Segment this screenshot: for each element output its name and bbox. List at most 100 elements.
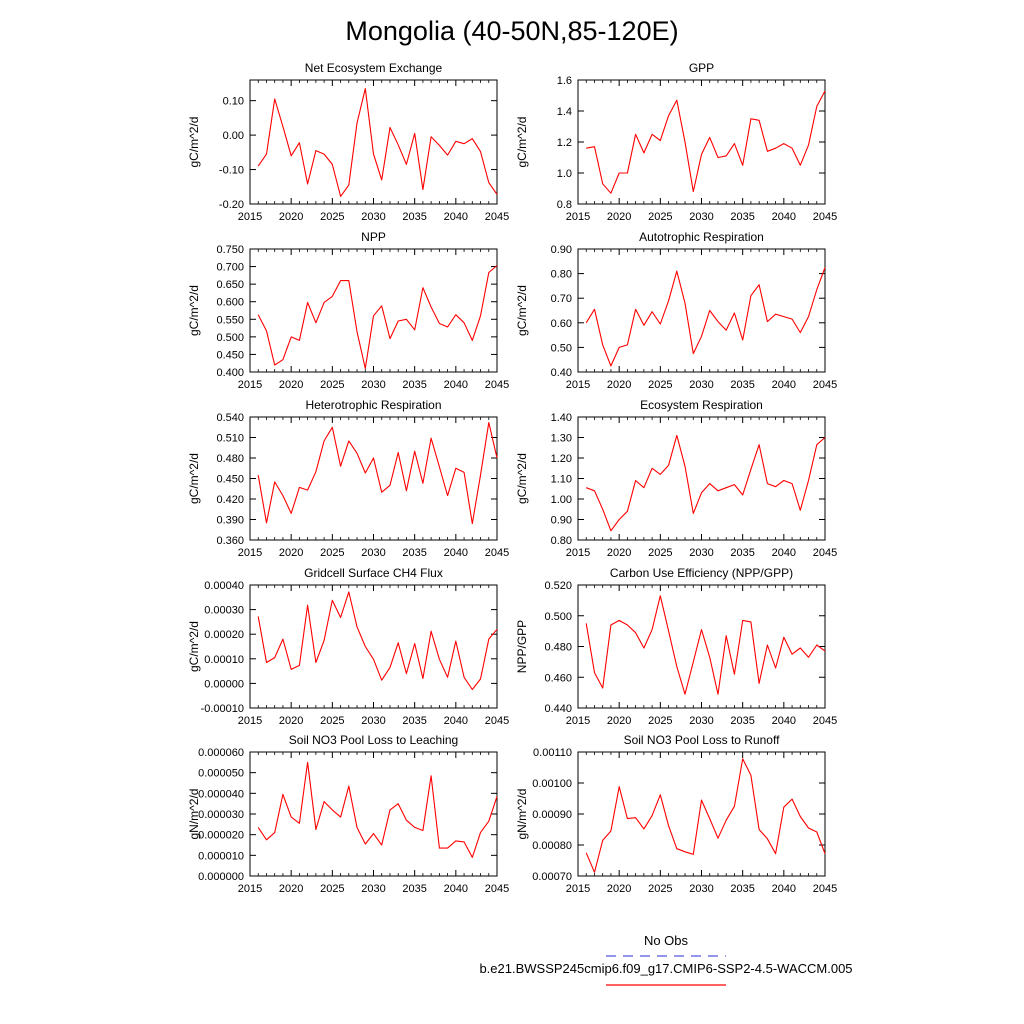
figure-title: Mongolia (40-50N,85-120E) bbox=[345, 16, 678, 46]
panel-title: Ecosystem Respiration bbox=[640, 398, 763, 412]
legend-obs-label: No Obs bbox=[644, 933, 689, 948]
y-tick-label: 0.80 bbox=[551, 269, 572, 281]
y-tick-label: 0.420 bbox=[216, 494, 244, 506]
y-tick-label: 0.00020 bbox=[204, 629, 244, 641]
x-tick-label: 2025 bbox=[648, 547, 672, 559]
x-tick-label: 2020 bbox=[607, 883, 631, 895]
y-axis-label: gC/m^2/d bbox=[187, 621, 201, 672]
y-axis-label: gC/m^2/d bbox=[187, 285, 201, 336]
x-tick-label: 2015 bbox=[238, 379, 262, 391]
y-tick-label: 0.10 bbox=[223, 96, 244, 108]
x-tick-label: 2025 bbox=[320, 211, 344, 223]
x-tick-label: 2035 bbox=[402, 211, 426, 223]
x-tick-label: 2035 bbox=[730, 379, 754, 391]
y-axis-label: gC/m^2/d bbox=[187, 117, 201, 168]
y-tick-label: 0.360 bbox=[216, 535, 244, 547]
plot-frame bbox=[249, 751, 498, 877]
panel-title: Heterotrophic Respiration bbox=[305, 398, 441, 412]
plot-frame bbox=[249, 584, 498, 709]
y-tick-label: 0.00000 bbox=[204, 678, 244, 690]
y-tick-label: 0.00110 bbox=[533, 747, 572, 759]
panels: Net Ecosystem Exchange gC/m^2/d 2015 2020 20… bbox=[187, 61, 837, 895]
plot-frame bbox=[249, 416, 498, 541]
x-tick-label: 2030 bbox=[361, 715, 385, 727]
x-tick-label: 2035 bbox=[730, 715, 754, 727]
y-tick-label: -0.20 bbox=[219, 199, 244, 211]
panel-title: Net Ecosystem Exchange bbox=[305, 61, 443, 75]
y-tick-label: 0.000030 bbox=[198, 809, 244, 821]
panel-title: Carbon Use Efficiency (NPP/GPP) bbox=[610, 566, 793, 580]
chart-panel: NPP gC/m^2/d 2015 2020 2025 2030 2035 2040 2045 0… bbox=[187, 230, 509, 391]
plot-frame bbox=[577, 79, 826, 205]
y-axis-label: NPP/GPP bbox=[515, 620, 529, 673]
x-tick-label: 2030 bbox=[689, 883, 713, 895]
x-tick-label: 2040 bbox=[444, 883, 468, 895]
y-axis-label: gN/m^2/d bbox=[187, 789, 201, 840]
x-tick-label: 2040 bbox=[444, 547, 468, 559]
x-tick-label: 2015 bbox=[566, 715, 590, 727]
y-tick-label: 0.400 bbox=[216, 367, 244, 379]
series-line bbox=[586, 90, 826, 194]
x-tick-label: 2020 bbox=[279, 211, 303, 223]
chart-panel: Ecosystem Respiration gC/m^2/d 2015 2020 202… bbox=[515, 398, 837, 559]
y-tick-label: -0.10 bbox=[219, 165, 244, 177]
x-tick-label: 2015 bbox=[566, 379, 590, 391]
y-tick-label: 0.80 bbox=[551, 535, 572, 547]
chart-panel: Net Ecosystem Exchange gC/m^2/d 2015 2020 20… bbox=[187, 61, 509, 223]
x-tick-label: 2045 bbox=[485, 883, 509, 895]
x-tick-label: 2025 bbox=[648, 379, 672, 391]
series-line bbox=[585, 595, 826, 695]
y-tick-label: 1.30 bbox=[551, 433, 572, 445]
y-tick-label: 0.00040 bbox=[204, 580, 244, 592]
plot-frame bbox=[577, 416, 826, 541]
x-tick-label: 2015 bbox=[238, 547, 262, 559]
x-tick-label: 2035 bbox=[402, 547, 426, 559]
x-tick-label: 2045 bbox=[485, 211, 509, 223]
panel-title: Autotrophic Respiration bbox=[639, 230, 764, 244]
chart-panel: Soil NO3 Pool Loss to Runoff gN/m^2/d 2015… bbox=[515, 733, 837, 895]
x-tick-label: 2035 bbox=[730, 211, 754, 223]
x-tick-label: 2040 bbox=[444, 379, 468, 391]
x-tick-label: 2020 bbox=[279, 547, 303, 559]
y-tick-label: 0.000000 bbox=[198, 871, 244, 883]
y-tick-label: 0.000040 bbox=[198, 788, 244, 800]
y-tick-label: 1.20 bbox=[551, 453, 572, 465]
series-line bbox=[257, 265, 498, 370]
plot-frame bbox=[577, 248, 826, 373]
y-tick-label: 0.520 bbox=[544, 580, 572, 592]
x-tick-label: 2030 bbox=[689, 211, 713, 223]
x-tick-label: 2030 bbox=[689, 715, 713, 727]
y-tick-label: 0.450 bbox=[216, 474, 244, 486]
panel-title: NPP bbox=[361, 230, 386, 244]
series-line bbox=[585, 267, 826, 367]
y-tick-label: 1.0 bbox=[557, 168, 572, 180]
y-tick-label: 0.90 bbox=[551, 244, 572, 256]
y-tick-label: 0.500 bbox=[216, 332, 244, 344]
x-tick-label: 2045 bbox=[813, 547, 837, 559]
y-tick-label: 1.00 bbox=[551, 494, 572, 506]
y-tick-label: 0.40 bbox=[551, 367, 572, 379]
x-tick-label: 2015 bbox=[238, 883, 262, 895]
plot-frame bbox=[249, 248, 498, 373]
panel-title: Gridcell Surface CH4 Flux bbox=[304, 566, 443, 580]
y-tick-label: 0.540 bbox=[216, 412, 244, 424]
x-tick-label: 2045 bbox=[813, 379, 837, 391]
x-tick-label: 2025 bbox=[320, 883, 344, 895]
y-axis-label: gC/m^2/d bbox=[515, 285, 529, 336]
y-tick-label: 1.2 bbox=[557, 137, 572, 149]
y-tick-label: 0.750 bbox=[216, 244, 244, 256]
x-tick-label: 2045 bbox=[485, 547, 509, 559]
chart-panel: Gridcell Surface CH4 Flux gC/m^2/d 2015 202… bbox=[187, 566, 509, 727]
x-tick-label: 2040 bbox=[772, 547, 796, 559]
x-tick-label: 2035 bbox=[402, 715, 426, 727]
x-tick-label: 2015 bbox=[238, 715, 262, 727]
x-tick-label: 2030 bbox=[361, 379, 385, 391]
y-tick-label: 0.460 bbox=[544, 672, 572, 684]
series-line bbox=[585, 758, 826, 873]
x-tick-label: 2040 bbox=[772, 883, 796, 895]
series-line bbox=[586, 434, 826, 532]
y-tick-label: 0.00070 bbox=[532, 871, 572, 883]
chart-panel: Heterotrophic Respiration gC/m^2/d 2015 202… bbox=[187, 398, 509, 559]
x-tick-label: 2045 bbox=[485, 379, 509, 391]
